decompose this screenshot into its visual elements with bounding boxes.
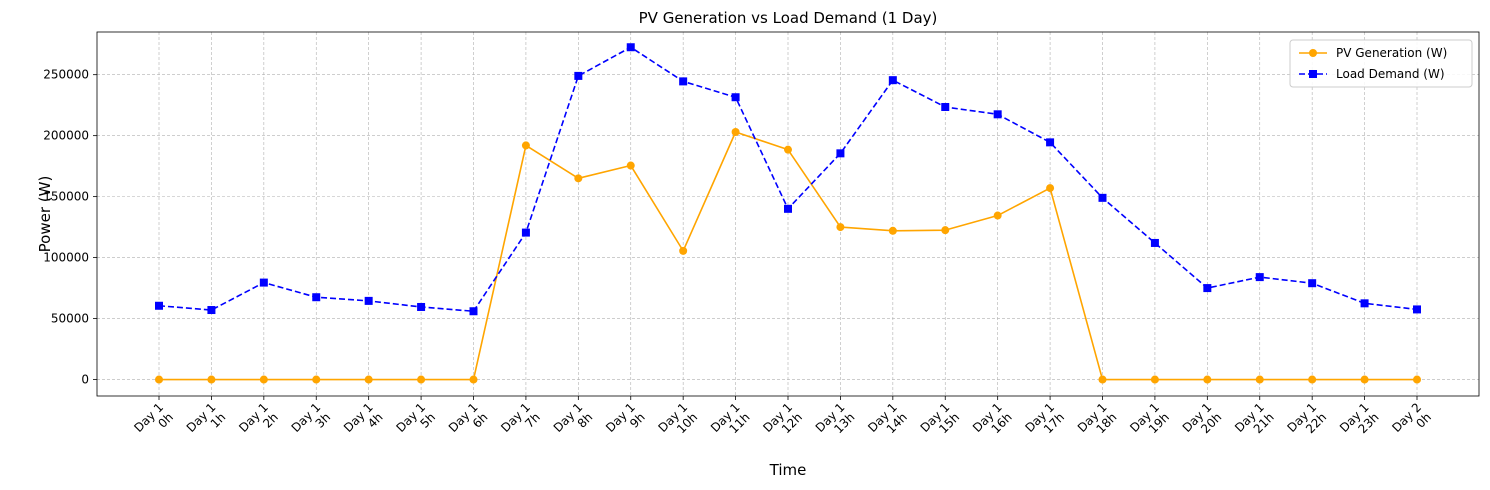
chart-title: PV Generation vs Load Demand (1 Day) — [639, 9, 938, 27]
data-point — [1098, 375, 1107, 384]
legend-label: PV Generation (W) — [1336, 46, 1447, 60]
data-point — [207, 306, 216, 315]
data-point — [364, 375, 373, 384]
y-tick-label: 150000 — [43, 190, 89, 204]
data-point — [941, 226, 950, 235]
legend-swatch-marker — [1309, 49, 1317, 57]
data-point — [521, 228, 530, 237]
y-tick-label: 100000 — [43, 251, 89, 265]
data-point — [941, 102, 950, 111]
data-point — [259, 375, 268, 384]
series-1 — [155, 127, 1421, 384]
series-layer — [155, 43, 1421, 384]
data-point — [469, 307, 478, 316]
data-point — [888, 76, 897, 85]
y-axis-title: Power (W) — [36, 176, 54, 253]
data-point — [1308, 375, 1317, 384]
legend: PV Generation (W) Load Demand (W) — [1289, 39, 1473, 88]
grid — [97, 32, 1479, 396]
data-point — [312, 375, 321, 384]
data-point — [574, 71, 583, 80]
legend-swatch-marker — [1309, 70, 1317, 78]
data-point — [1046, 138, 1055, 147]
data-point — [1098, 193, 1107, 202]
y-tick-label: 0 — [81, 373, 89, 387]
data-point — [417, 375, 426, 384]
data-point — [1360, 375, 1369, 384]
y-tick-label: 200000 — [43, 129, 89, 143]
data-point — [731, 93, 740, 102]
data-point — [1413, 305, 1421, 314]
data-point — [784, 204, 792, 213]
data-point — [1413, 375, 1421, 384]
data-point — [679, 77, 688, 86]
data-point — [312, 293, 321, 302]
legend-item-2: Load Demand (W) — [1299, 67, 1445, 81]
data-point — [1046, 184, 1055, 193]
data-point — [1150, 375, 1159, 384]
legend-item-1: PV Generation (W) — [1299, 46, 1447, 60]
data-point — [1150, 238, 1159, 247]
series-2 — [155, 43, 1421, 316]
data-point — [993, 211, 1002, 220]
data-point — [364, 296, 373, 305]
data-point — [993, 110, 1002, 119]
data-point — [521, 141, 530, 150]
data-point — [679, 246, 688, 255]
y-tick-label: 50000 — [51, 312, 89, 326]
x-axis-title: Time — [769, 461, 807, 479]
data-point — [1308, 279, 1317, 288]
data-point — [155, 375, 163, 384]
data-point — [1203, 284, 1212, 293]
data-point — [1360, 299, 1369, 308]
data-point — [574, 174, 583, 183]
data-point — [836, 223, 845, 232]
data-point — [784, 145, 792, 154]
data-point — [469, 375, 478, 384]
data-point — [417, 302, 426, 311]
data-point — [626, 43, 635, 52]
data-point — [836, 149, 845, 158]
data-point — [207, 375, 216, 384]
data-point — [1255, 273, 1264, 282]
data-point — [155, 301, 163, 310]
data-point — [1203, 375, 1212, 384]
legend-box — [1289, 39, 1473, 88]
legend-label: Load Demand (W) — [1336, 67, 1445, 81]
data-point — [888, 226, 897, 235]
data-point — [731, 127, 740, 136]
data-point — [1255, 375, 1264, 384]
data-point — [259, 278, 268, 287]
y-tick-label: 250000 — [43, 68, 89, 82]
data-point — [626, 161, 635, 170]
